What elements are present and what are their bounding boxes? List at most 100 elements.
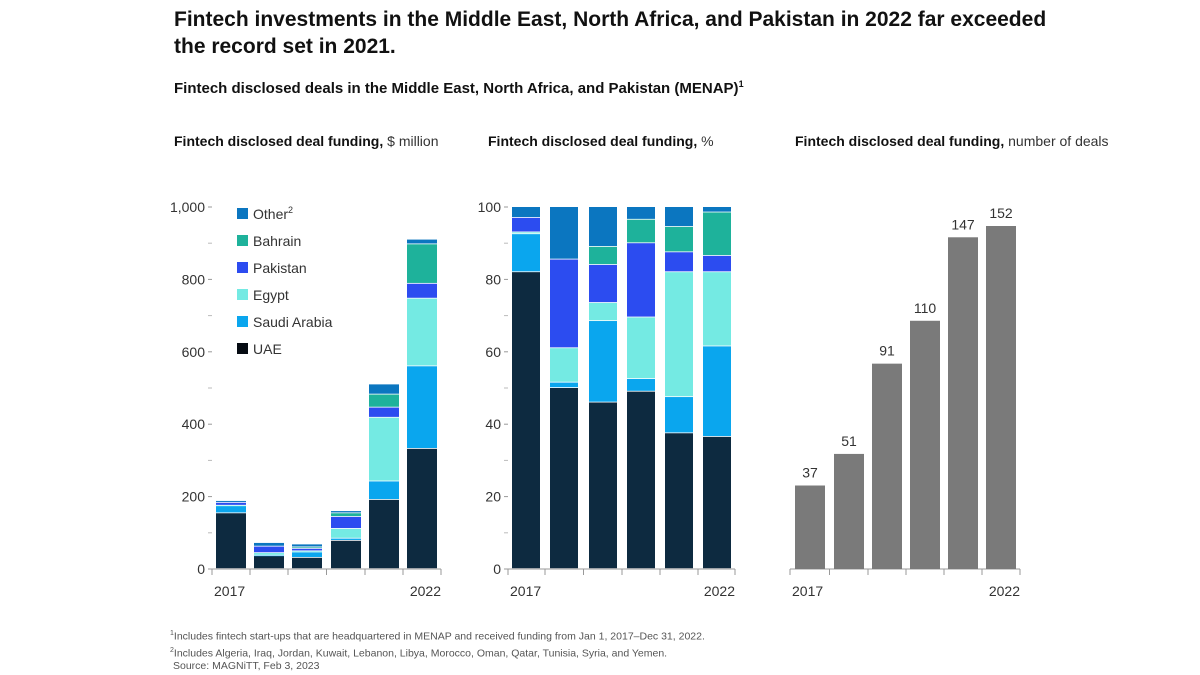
bar-segment-bahrain bbox=[589, 246, 617, 265]
bar-segment-other bbox=[512, 207, 540, 218]
x-axis: 2017 2022 bbox=[211, 568, 442, 599]
bar-stack-2019 bbox=[589, 207, 617, 569]
bar-segment-uae bbox=[254, 555, 284, 569]
bar-segment-bahrain bbox=[407, 244, 437, 283]
legend-swatch-saudi-arabia bbox=[237, 316, 248, 327]
bar-segment-uae bbox=[292, 557, 322, 569]
bar-stack-2022 bbox=[703, 207, 731, 569]
bar-stack-2020 bbox=[627, 207, 655, 569]
y-tick-label: 800 bbox=[182, 271, 206, 287]
x-tick-label: 2022 bbox=[704, 583, 735, 599]
x-tick-label: 2022 bbox=[989, 583, 1020, 599]
bar-segment-uae bbox=[369, 499, 399, 569]
bar-segment-saudi-arabia bbox=[627, 378, 655, 391]
bar-segment-pakistan bbox=[665, 252, 693, 272]
y-tick-label: 60 bbox=[485, 344, 501, 360]
bar-segment-uae bbox=[407, 448, 437, 569]
legend-swatch-other bbox=[237, 208, 248, 219]
bar-segment-bahrain bbox=[627, 219, 655, 243]
footnote-2-text: Includes Algeria, Iraq, Jordan, Kuwait, … bbox=[173, 647, 668, 659]
y-tick-label: 400 bbox=[182, 416, 206, 432]
x-axis: 2017 2022 bbox=[789, 568, 1021, 599]
bar-2022 bbox=[986, 226, 1016, 569]
footnote-2: 2Includes Algeria, Iraq, Jordan, Kuwait,… bbox=[170, 644, 705, 661]
bar-stack-2017 bbox=[512, 207, 540, 569]
x-axis: 2017 2022 bbox=[507, 568, 736, 599]
data-label: 110 bbox=[914, 300, 937, 316]
footnote-1: 1Includes fintech start-ups that are hea… bbox=[170, 627, 705, 644]
bar-2020 bbox=[910, 320, 940, 569]
footnote-1-text: Includes fintech start-ups that are head… bbox=[173, 630, 705, 643]
bar-segment-other bbox=[627, 207, 655, 219]
legend: Other2 Bahrain Pakistan Egypt Saudi Arabia UA… bbox=[237, 205, 333, 357]
bar-segment-other bbox=[216, 500, 246, 502]
bar-stack-2021 bbox=[665, 207, 693, 569]
chart3-title-bold: Fintech disclosed deal funding, bbox=[795, 133, 1005, 149]
bar-segment-bahrain bbox=[665, 226, 693, 252]
bar-segment-egypt bbox=[665, 272, 693, 397]
legend-label: Pakistan bbox=[253, 260, 307, 276]
chart1-title-bold: Fintech disclosed deal funding, bbox=[174, 133, 384, 149]
bar-segment-bahrain bbox=[369, 394, 399, 407]
bar-segment-egypt bbox=[407, 298, 437, 366]
bar-2017 bbox=[795, 485, 825, 569]
y-tick-label: 0 bbox=[197, 561, 205, 577]
subtitle-footnote-mark: 1 bbox=[738, 79, 744, 89]
bar-segment-uae bbox=[512, 272, 540, 569]
chart1-title: Fintech disclosed deal funding, $ millio… bbox=[174, 131, 439, 151]
x-tick-label: 2017 bbox=[792, 583, 823, 599]
bar-segment-egypt bbox=[292, 551, 322, 552]
bar-segment-egypt bbox=[703, 272, 731, 346]
legend-swatch-pakistan bbox=[237, 262, 248, 273]
legend-label: Saudi Arabia bbox=[253, 314, 333, 330]
bar-segment-other bbox=[331, 511, 361, 513]
bar-segment-egypt bbox=[550, 348, 578, 382]
legend-swatch-bahrain bbox=[237, 235, 248, 246]
y-tick-label: 1,000 bbox=[170, 199, 205, 215]
bar-stack-2021 bbox=[369, 384, 399, 569]
bar-segment-uae bbox=[589, 402, 617, 569]
bar-segment-uae bbox=[216, 513, 246, 569]
bar-segment-bahrain bbox=[703, 212, 731, 256]
bar-segment-egypt bbox=[512, 232, 540, 234]
data-label: 147 bbox=[951, 216, 975, 232]
x-tick-label: 2017 bbox=[214, 583, 245, 599]
bar-segment-pakistan bbox=[254, 546, 284, 553]
y-tick-label: 100 bbox=[478, 199, 502, 215]
bar-segment-uae bbox=[703, 436, 731, 569]
bar-segment-uae bbox=[665, 433, 693, 569]
legend-label: UAE bbox=[253, 341, 282, 357]
y-tick-label: 80 bbox=[485, 271, 501, 287]
chart-1: 0 200 400 600 800 1,000 2017 2022 Other2 Bahrain P… bbox=[170, 199, 442, 599]
bar-stack-2018 bbox=[254, 542, 284, 569]
bar-segment-pakistan bbox=[369, 407, 399, 417]
data-label: 152 bbox=[989, 205, 1013, 221]
y-tick-label: 0 bbox=[493, 561, 501, 577]
footnote-1-mark: 1 bbox=[170, 630, 174, 637]
bar-2018 bbox=[834, 453, 864, 569]
bar-segment-egypt bbox=[254, 553, 284, 555]
data-label: 91 bbox=[879, 343, 895, 359]
bar-2019 bbox=[872, 363, 902, 569]
legend-label: Bahrain bbox=[253, 233, 301, 249]
bar-segment-saudi-arabia bbox=[216, 506, 246, 513]
legend-label: Egypt bbox=[253, 287, 289, 303]
chart-3: 2017 2022 37 51 91 110 147 152 bbox=[789, 205, 1021, 599]
bar-segment-saudi-arabia bbox=[254, 555, 284, 557]
bar-segment-pakistan bbox=[292, 548, 322, 551]
legend-swatch-egypt bbox=[237, 289, 248, 300]
bar-segment-egypt bbox=[369, 417, 399, 481]
chart2-title-bold: Fintech disclosed deal funding, bbox=[488, 133, 698, 149]
data-label: 51 bbox=[841, 433, 857, 449]
footnotes: 1Includes fintech start-ups that are hea… bbox=[170, 627, 705, 673]
bar-segment-pakistan bbox=[627, 243, 655, 317]
footnote-2-mark: 2 bbox=[170, 646, 174, 654]
bar-segment-other bbox=[407, 239, 437, 244]
y-axis: 0 200 400 600 800 1,000 bbox=[170, 199, 212, 577]
bar-segment-saudi-arabia bbox=[512, 234, 540, 272]
y-tick-label: 40 bbox=[485, 416, 501, 432]
legend-swatch-uae bbox=[237, 343, 248, 354]
page-title: Fintech investments in the Middle East, … bbox=[174, 8, 1047, 58]
bar-segment-saudi-arabia bbox=[292, 552, 322, 557]
